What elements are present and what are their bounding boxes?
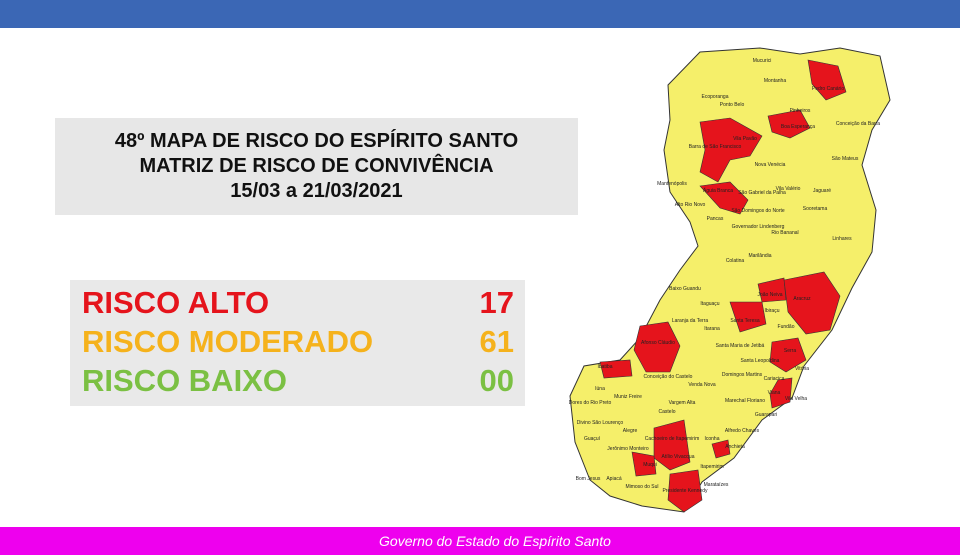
municipality-label: Sooretama [803, 206, 828, 212]
municipality-label: Jaguaré [813, 188, 831, 194]
municipality-label: Alfredo Chaves [725, 428, 760, 434]
risk-row: RISCO BAIXO 00 [82, 362, 514, 400]
municipality-label: Presidente Kennedy [662, 488, 708, 494]
municipality-label: Iúna [595, 386, 605, 392]
municipality-label: Laranja da Terra [672, 318, 709, 324]
municipality-label: Santa Leopoldina [741, 358, 780, 364]
municipality-label: Mucurici [753, 58, 772, 64]
municipality-label: Ponto Belo [720, 102, 745, 108]
municipality-label: Ibatiba [597, 364, 612, 370]
municipality-label: Pancas [707, 216, 724, 222]
municipality-label: Atílio Vivacqua [662, 454, 695, 460]
municipality-label: São Gabriel da Palha [738, 190, 786, 196]
title-line: MATRIZ DE RISCO DE CONVIVÊNCIA [139, 155, 494, 177]
municipality-label: Marilândia [748, 253, 771, 259]
municipality-label: Dores do Rio Preto [569, 400, 612, 406]
municipality-label: Mantenópolis [657, 181, 687, 187]
municipality-label: Boa Esperança [781, 124, 815, 130]
municipality-label: Santa Teresa [730, 318, 760, 324]
municipality-label: Nova Venécia [755, 162, 786, 168]
municipality-label: Santa Maria de Jetibá [716, 343, 765, 349]
risk-count: 17 [479, 285, 514, 320]
municipality-label: Guaçuí [584, 436, 601, 442]
risk-count: 00 [479, 363, 514, 398]
municipality-label: Conceição do Castelo [644, 374, 693, 380]
municipality-label: Marataízes [704, 482, 729, 488]
risk-label: RISCO MODERADO [82, 324, 374, 359]
municipality-label: Fundão [778, 324, 795, 330]
municipality-label: Águia Branca [703, 187, 733, 194]
municipality-label: Pinheiros [790, 108, 811, 114]
municipality-label: Itarana [704, 326, 720, 332]
risk-label: RISCO BAIXO [82, 363, 287, 398]
municipality-label: Colatina [726, 258, 745, 264]
municipality-label: Governador Lindenberg [732, 224, 785, 230]
municipality-label: Barra de São Francisco [689, 144, 742, 150]
high-risk-areas [599, 59, 847, 513]
municipality-label: São Domingos do Norte [731, 208, 785, 214]
municipality-label: Iconha [704, 436, 719, 442]
municipality-label: Conceição da Barra [836, 121, 880, 127]
municipality-label: Cariacica [764, 376, 785, 382]
municipality-label: Ecoporanga [702, 94, 729, 100]
municipality-label: São Mateus [832, 156, 859, 162]
municipality-label: Divino São Lourenço [577, 420, 624, 426]
municipality-label: Mimoso do Sul [625, 484, 658, 490]
municipality-label: Serra [784, 348, 796, 354]
municipality-label: Bom Jesus [576, 476, 601, 482]
municipality-label: Itapemirim [700, 464, 723, 470]
municipality-label: Aracruz [793, 296, 811, 302]
municipality-label: Alto Rio Novo [675, 202, 706, 208]
risk-count: 61 [479, 324, 514, 359]
state-shape [569, 47, 891, 513]
municipality-label: Vargem Alta [669, 400, 696, 406]
municipality-label: Itaguaçu [700, 301, 719, 307]
municipality-label: Apiacá [606, 476, 622, 482]
municipality-label: Afonso Cláudio [641, 340, 675, 346]
top-bar [0, 0, 960, 28]
municipality-label: Vila Valério [776, 186, 801, 192]
municipality-label: Guarapari [755, 412, 777, 418]
municipality-label: Anchieta [725, 444, 745, 450]
municipality-label: Linhares [832, 236, 852, 242]
footer-text: Governo do Estado do Espírito Santo [379, 533, 611, 549]
municipality-label: Alegre [623, 428, 638, 434]
municipality-label: Marechal Floriano [725, 398, 765, 404]
municipality-label: Vitória [795, 366, 809, 372]
title-line: 15/03 a 21/03/2021 [230, 180, 403, 202]
title-box: 48º MAPA DE RISCO DO ESPÍRITO SANTO MATR… [55, 118, 578, 215]
municipality-label: Cachoeiro de Itapemirim [645, 436, 699, 442]
risk-label: RISCO ALTO [82, 285, 270, 320]
municipality-label: Rio Bananal [771, 230, 798, 236]
municipality-label: Venda Nova [688, 382, 715, 388]
municipality-label: Muniz Freire [614, 394, 642, 400]
municipality-label: Domingos Martins [722, 372, 763, 378]
municipality-label: João Neiva [757, 292, 782, 298]
municipality-label: Vila Pavão [733, 136, 757, 142]
municipality-label: Pedro Canário [812, 86, 844, 92]
footer-bar: Governo do Estado do Espírito Santo [0, 527, 960, 555]
map: Mucurici Montanha Ecoporanga Ponto Belo Pinh… [569, 47, 891, 513]
municipality-label: Jerônimo Monteiro [607, 446, 649, 452]
municipality-label: Muqui [643, 462, 657, 468]
risk-box: RISCO ALTO 17 RISCO MODERADO 61 RISCO BAIX… [70, 280, 525, 406]
municipality-label: Castelo [659, 409, 676, 415]
title-line: 48º MAPA DE RISCO DO ESPÍRITO SANTO [114, 130, 519, 152]
municipality-label: Montanha [764, 78, 786, 84]
municipality-label: Vila Velha [785, 396, 807, 402]
municipality-label: Ibiraçu [764, 308, 779, 314]
municipality-label: Viana [768, 390, 781, 396]
risk-row: RISCO MODERADO 61 [82, 323, 514, 361]
risk-row: RISCO ALTO 17 [82, 284, 514, 322]
municipality-label: Baixo Guandu [669, 286, 701, 292]
